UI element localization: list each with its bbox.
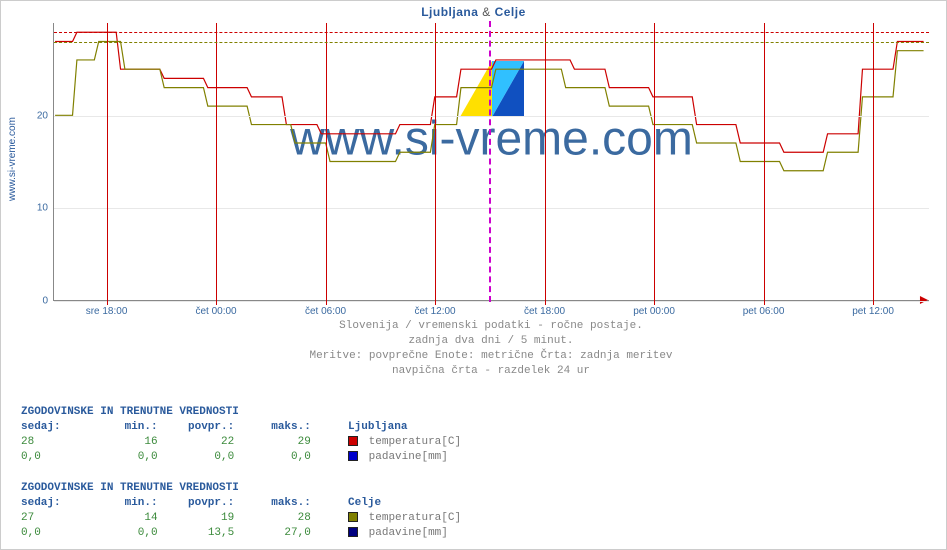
stats-title: ZGODOVINSKE IN TRENUTNE VREDNOSTI bbox=[21, 405, 461, 420]
stats-city: Ljubljana bbox=[348, 420, 407, 435]
stats-val: 19 bbox=[174, 511, 244, 526]
stats-header: min.: bbox=[98, 496, 168, 511]
chart-subtitle: Slovenija / vremenski podatki - ročne po… bbox=[53, 319, 929, 378]
chart-title: Ljubljana & Celje bbox=[1, 1, 946, 19]
gridline-v bbox=[873, 23, 874, 305]
chart-container: Ljubljana & Celje www.si-vreme.com www.s… bbox=[0, 0, 947, 550]
ytick-label: 20 bbox=[37, 110, 48, 121]
stats-val: 0,0 bbox=[98, 450, 168, 465]
gridline-v bbox=[654, 23, 655, 305]
xtick-label: čet 12:00 bbox=[414, 306, 455, 317]
gridline-v bbox=[216, 23, 217, 305]
legend-label: padavine[mm] bbox=[369, 526, 448, 541]
series-svg bbox=[54, 23, 929, 300]
stats-val: 0,0 bbox=[98, 526, 168, 541]
stats-header-row: sedaj: min.: povpr.: maks.: Ljubljana bbox=[21, 420, 461, 435]
gridline-v bbox=[107, 23, 108, 305]
title-left: Ljubljana bbox=[421, 5, 478, 19]
stats-block-ljubljana: ZGODOVINSKE IN TRENUTNE VREDNOSTI sedaj:… bbox=[21, 405, 461, 464]
xtick-label: pet 12:00 bbox=[852, 306, 894, 317]
stats-header: sedaj: bbox=[21, 496, 91, 511]
gridline-h bbox=[54, 208, 929, 209]
legend-label: temperatura[C] bbox=[369, 511, 461, 526]
stats-header: povpr.: bbox=[174, 496, 244, 511]
stats-val: 28 bbox=[21, 435, 91, 450]
gridline-v bbox=[545, 23, 546, 305]
x-axis-arrow-icon bbox=[920, 296, 928, 304]
stats-header: maks.: bbox=[251, 420, 321, 435]
dashed-max-line bbox=[54, 42, 929, 43]
stats-val: 14 bbox=[98, 511, 168, 526]
gridline-v bbox=[326, 23, 327, 305]
stats-city: Celje bbox=[348, 496, 381, 511]
subinfo-line: Slovenija / vremenski podatki - ročne po… bbox=[53, 319, 929, 334]
stats-val: 0,0 bbox=[251, 450, 321, 465]
xtick-label: sre 18:00 bbox=[86, 306, 128, 317]
y-axis-label: www.si-vreme.com bbox=[7, 117, 18, 201]
gridline-v bbox=[435, 23, 436, 305]
stats-val: 16 bbox=[98, 435, 168, 450]
stats-val: 22 bbox=[174, 435, 244, 450]
dashed-max-line bbox=[54, 32, 929, 33]
stats-header: min.: bbox=[98, 420, 168, 435]
divider-24h bbox=[489, 21, 491, 302]
xtick-label: pet 00:00 bbox=[633, 306, 675, 317]
gridline-h bbox=[54, 116, 929, 117]
chart-plot-area: www.si-vreme.com 01020sre 18:00čet 00:00… bbox=[53, 23, 929, 301]
ytick-label: 10 bbox=[37, 203, 48, 214]
stats-header: povpr.: bbox=[174, 420, 244, 435]
series-swatch-icon bbox=[348, 512, 358, 522]
title-sep: & bbox=[482, 5, 491, 19]
stats-row: 27 14 19 28 temperatura[C] bbox=[21, 511, 461, 526]
stats-title: ZGODOVINSKE IN TRENUTNE VREDNOSTI bbox=[21, 481, 461, 496]
stats-header: maks.: bbox=[251, 496, 321, 511]
stats-val: 28 bbox=[251, 511, 321, 526]
stats-val: 27,0 bbox=[251, 526, 321, 541]
subinfo-line: Meritve: povprečne Enote: metrične Črta:… bbox=[53, 349, 929, 364]
title-right: Celje bbox=[495, 5, 526, 19]
subinfo-line: zadnja dva dni / 5 minut. bbox=[53, 334, 929, 349]
stats-header: sedaj: bbox=[21, 420, 91, 435]
stats-row: 0,0 0,0 13,5 27,0 padavine[mm] bbox=[21, 526, 461, 541]
legend-label: padavine[mm] bbox=[369, 450, 448, 465]
ytick-label: 0 bbox=[42, 296, 48, 307]
stats-row: 28 16 22 29 temperatura[C] bbox=[21, 435, 461, 450]
xtick-label: čet 18:00 bbox=[524, 306, 565, 317]
series-swatch-icon bbox=[348, 451, 358, 461]
series-swatch-icon bbox=[348, 436, 358, 446]
subinfo-line: navpična črta - razdelek 24 ur bbox=[53, 364, 929, 379]
stats-row: 0,0 0,0 0,0 0,0 padavine[mm] bbox=[21, 450, 461, 465]
stats-val: 0,0 bbox=[21, 450, 91, 465]
stats-val: 0,0 bbox=[174, 450, 244, 465]
legend-label: temperatura[C] bbox=[369, 435, 461, 450]
gridline-h bbox=[54, 301, 929, 302]
xtick-label: čet 06:00 bbox=[305, 306, 346, 317]
stats-header-row: sedaj: min.: povpr.: maks.: Celje bbox=[21, 496, 461, 511]
stats-val: 13,5 bbox=[174, 526, 244, 541]
stats-val: 29 bbox=[251, 435, 321, 450]
gridline-v bbox=[764, 23, 765, 305]
xtick-label: čet 00:00 bbox=[195, 306, 236, 317]
series-swatch-icon bbox=[348, 527, 358, 537]
xtick-label: pet 06:00 bbox=[743, 306, 785, 317]
stats-val: 27 bbox=[21, 511, 91, 526]
stats-val: 0,0 bbox=[21, 526, 91, 541]
stats-block-celje: ZGODOVINSKE IN TRENUTNE VREDNOSTI sedaj:… bbox=[21, 481, 461, 540]
